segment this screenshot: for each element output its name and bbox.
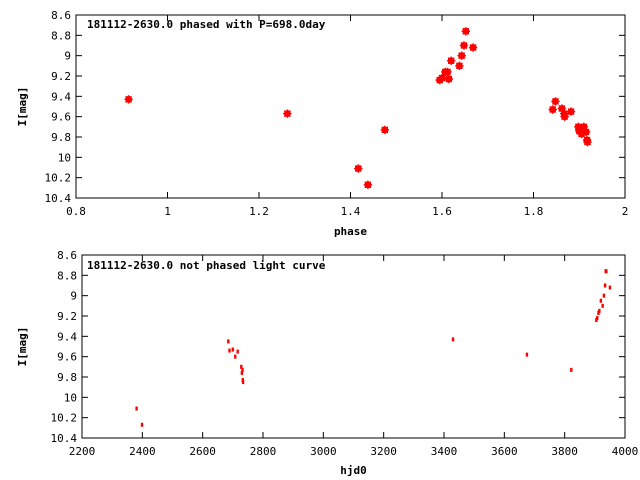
- x-tick-label: 4000: [612, 445, 639, 458]
- data-point: [234, 354, 237, 359]
- data-point: [283, 109, 292, 118]
- unphased-plot-frame: [81, 254, 626, 439]
- data-point: [236, 349, 239, 354]
- y-tick-label: 8.6: [57, 249, 77, 262]
- data-point: [459, 41, 469, 50]
- y-tick-label: 9.8: [57, 371, 77, 384]
- data-point: [437, 73, 447, 83]
- data-point: [468, 43, 478, 52]
- unphased-x-axis-label: hjd0: [340, 464, 367, 477]
- unphased-y-axis-label: I[mag]: [16, 327, 29, 367]
- data-point: [444, 74, 454, 84]
- unphased-axis-ticks: 2200 2400 2600 2800 3000 3200 3400 3600 3800 4000…: [51, 249, 639, 458]
- y-tick-label: 9.6: [51, 111, 71, 124]
- x-tick-label: 3800: [551, 445, 578, 458]
- y-tick-label: 9.2: [57, 310, 77, 323]
- y-tick-label: 10: [58, 151, 71, 164]
- data-point: [597, 310, 600, 315]
- x-tick-label: 3000: [310, 445, 337, 458]
- data-point: [570, 367, 573, 372]
- y-tick-label: 9.6: [57, 351, 77, 364]
- data-point: [595, 318, 598, 323]
- unphased-data-points: [135, 269, 612, 427]
- y-tick-label: 9.4: [51, 90, 71, 103]
- data-point: [601, 303, 604, 308]
- phased-panel: 181112-2630.0 phased with P=698.0day pha…: [16, 9, 628, 238]
- y-tick-label: 10.2: [45, 172, 72, 185]
- data-point: [548, 105, 557, 114]
- data-point: [363, 180, 373, 189]
- x-tick-label: 1: [164, 205, 171, 218]
- data-point: [135, 406, 138, 411]
- x-tick-label: 1.2: [249, 205, 269, 218]
- phased-axis-ticks: 0.8 1 1.2 1.4 1.6 1.8 2 8.6 8.8 9 9.2 9.4 9.6 9.8 10 10…: [45, 9, 629, 218]
- data-point: [240, 370, 244, 375]
- x-tick-label: 2800: [250, 445, 277, 458]
- x-tick-label: 1.6: [432, 205, 452, 218]
- data-point: [560, 112, 569, 121]
- data-point: [605, 269, 608, 274]
- y-tick-label: 8.6: [51, 9, 71, 22]
- y-tick-label: 9.8: [51, 131, 71, 144]
- y-tick-label: 8.8: [51, 29, 71, 42]
- data-point: [566, 107, 576, 116]
- x-tick-label: 3200: [370, 445, 397, 458]
- phased-data-points: [124, 27, 592, 189]
- x-tick-label: 2600: [189, 445, 216, 458]
- x-tick-label: 1.8: [524, 205, 544, 218]
- data-point: [457, 51, 466, 60]
- y-tick-label: 10.4: [51, 432, 78, 445]
- data-point: [241, 378, 244, 383]
- y-tick-label: 10.4: [45, 192, 72, 205]
- x-tick-label: 2400: [129, 445, 156, 458]
- data-point: [124, 95, 133, 104]
- y-tick-label: 9: [70, 290, 77, 303]
- data-point: [608, 285, 612, 290]
- data-point: [228, 348, 231, 353]
- x-tick-label: 3600: [491, 445, 518, 458]
- data-point: [227, 339, 230, 344]
- y-tick-label: 8.8: [57, 269, 77, 282]
- data-point: [240, 364, 243, 369]
- data-point: [598, 308, 601, 313]
- data-point: [603, 283, 607, 288]
- x-tick-label: 2200: [69, 445, 96, 458]
- data-point: [602, 293, 606, 298]
- y-tick-label: 9.2: [51, 70, 71, 83]
- data-point: [551, 97, 560, 106]
- data-point: [443, 67, 452, 77]
- data-point: [241, 367, 244, 372]
- data-point: [241, 380, 245, 385]
- x-tick-label: 3400: [431, 445, 458, 458]
- data-point: [140, 422, 144, 427]
- data-point: [599, 298, 603, 303]
- data-point: [461, 27, 470, 36]
- data-point: [231, 347, 235, 352]
- data-point: [581, 127, 591, 137]
- phased-y-axis-label: I[mag]: [16, 87, 29, 127]
- data-point: [354, 164, 363, 173]
- data-point: [455, 61, 464, 71]
- data-point: [525, 352, 529, 357]
- data-point: [446, 56, 456, 65]
- y-tick-label: 9: [64, 50, 71, 63]
- x-tick-label: 2: [622, 205, 629, 218]
- y-tick-label: 10: [64, 391, 77, 404]
- phased-chart-title: 181112-2630.0 phased with P=698.0day: [87, 18, 326, 31]
- data-point: [380, 125, 390, 135]
- data-point: [596, 316, 599, 321]
- y-tick-label: 10.2: [51, 412, 78, 425]
- x-tick-label: 0.8: [66, 205, 86, 218]
- data-point: [583, 137, 592, 147]
- data-point: [451, 337, 455, 342]
- x-tick-label: 1.4: [341, 205, 361, 218]
- phased-x-axis-label: phase: [334, 225, 367, 238]
- unphased-panel: 181112-2630.0 not phased light curve hjd…: [16, 249, 638, 477]
- unphased-chart-title: 181112-2630.0 not phased light curve: [87, 259, 326, 272]
- y-tick-label: 9.4: [57, 330, 77, 343]
- phased-plot-frame: [75, 14, 626, 199]
